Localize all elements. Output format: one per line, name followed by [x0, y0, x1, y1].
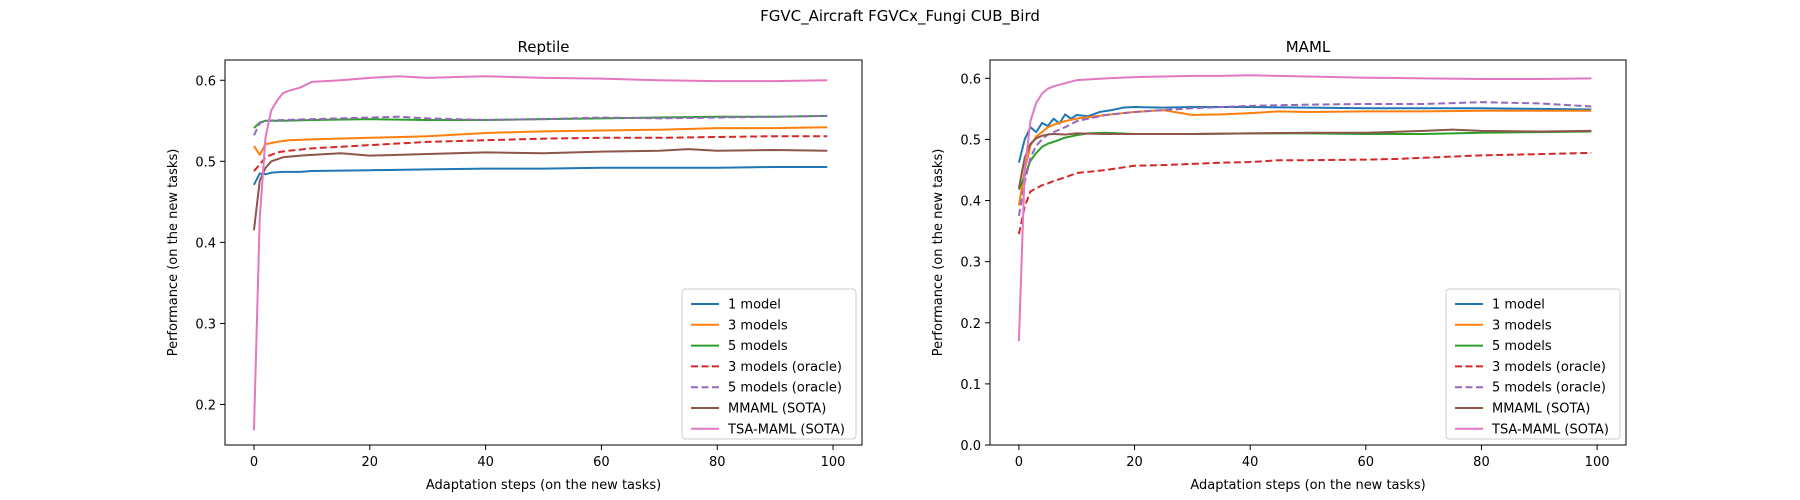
legend-label: 5 models (oracle) [1492, 381, 1606, 396]
series-line [253, 126, 828, 156]
x-tick-label: 40 [1242, 455, 1259, 470]
legend-label: 3 models (oracle) [728, 360, 842, 375]
series-lines [252, 75, 828, 431]
legend-label: 5 models [1492, 339, 1552, 354]
series-line [1017, 106, 1592, 163]
legend-box [681, 288, 857, 440]
series-line [1017, 109, 1592, 206]
series-line [252, 75, 828, 431]
x-tick-label: 40 [477, 455, 494, 470]
y-tick-label: 0.3 [960, 256, 981, 271]
x-axis-label: Adaptation steps (on the new tasks) [1190, 478, 1425, 493]
chart-reptile: Reptile 0 20 40 60 80 100 0.2 0.3 0.4 0.5 0.6 Adapta… [166, 38, 863, 493]
x-tick-label: 100 [1585, 455, 1610, 470]
x-tick-label: 0 [1015, 455, 1023, 470]
series-line [1017, 74, 1592, 342]
x-axis-label: Adaptation steps (on the new tasks) [426, 478, 661, 493]
y-tick-label: 0.5 [960, 133, 981, 148]
x-tick-label: 20 [361, 455, 378, 470]
y-tick-label: 0.3 [195, 317, 216, 332]
legend-label: TSA-MAML (SOTA) [727, 422, 845, 437]
series-line [1017, 101, 1592, 216]
y-tick-label: 0.4 [960, 195, 981, 210]
y-tick-label: 0.2 [960, 317, 981, 332]
figure-title: FGVC_Aircraft FGVCx_Fungi CUB_Bird [760, 7, 1040, 26]
series-line [252, 148, 828, 231]
series-line [253, 135, 828, 172]
legend-label: 1 model [1492, 298, 1545, 313]
legend: 1 model 3 models 5 models 3 models (oracle)… [681, 288, 857, 440]
series-lines [1017, 74, 1592, 342]
chart-title: Reptile [518, 38, 570, 56]
y-axis-label: Performance (on the new tasks) [166, 149, 181, 357]
legend-label: 1 model [728, 298, 781, 313]
series-line [1017, 130, 1592, 190]
y-tick-label: 0.5 [195, 155, 216, 170]
legend-label: MMAML (SOTA) [1492, 402, 1590, 417]
series-line [253, 165, 828, 186]
legend: 1 model 3 models 5 models 3 models (oracle)… [1445, 288, 1621, 440]
series-line [1017, 128, 1592, 189]
legend-label: 5 models (oracle) [728, 381, 842, 396]
y-tick-label: 0.2 [195, 398, 216, 413]
y-tick-label: 0.6 [195, 74, 216, 89]
y-tick-label: 0.1 [960, 378, 981, 393]
y-axis-label: Performance (on the new tasks) [931, 149, 946, 357]
legend-label: 3 models (oracle) [1492, 360, 1606, 375]
chart-title: MAML [1286, 38, 1331, 56]
axes-frame [989, 59, 1627, 446]
series-line [1017, 151, 1592, 235]
series-line [253, 114, 828, 136]
x-tick-label: 80 [1473, 455, 1490, 470]
x-tick-label: 20 [1126, 455, 1143, 470]
legend-label: 3 models [1492, 318, 1552, 333]
y-tick-label: 0.0 [960, 439, 981, 454]
y-tick-label: 0.4 [195, 236, 216, 251]
legend-label: 5 models [728, 339, 788, 354]
legend-label: TSA-MAML (SOTA) [1491, 422, 1609, 437]
y-tick-label: 0.6 [960, 72, 981, 87]
axes-frame [224, 59, 863, 446]
x-tick-label: 80 [709, 455, 726, 470]
x-tick-label: 0 [250, 455, 258, 470]
chart-maml: MAML 0 20 40 60 80 100 0.0 0.1 0.2 0.3 0.4 0.5 0.6 Ada… [931, 38, 1627, 493]
legend-label: 3 models [728, 318, 788, 333]
legend-label: MMAML (SOTA) [728, 402, 826, 417]
x-tick-label: 60 [1358, 455, 1375, 470]
x-tick-label: 100 [821, 455, 846, 470]
x-tick-label: 60 [593, 455, 610, 470]
legend-box [1445, 288, 1621, 440]
